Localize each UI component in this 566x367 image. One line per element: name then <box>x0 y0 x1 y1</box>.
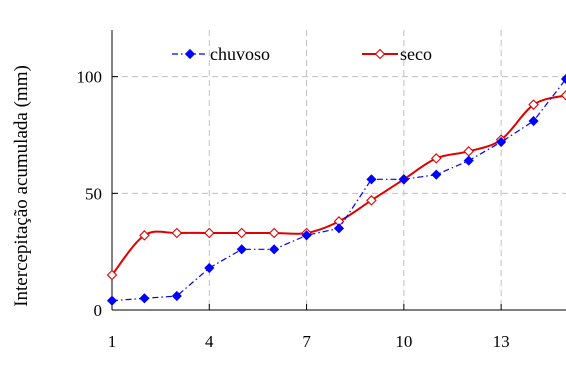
legend-marker-chuvoso <box>184 48 196 60</box>
point-seco-1 <box>139 230 150 241</box>
point-seco-4 <box>236 227 247 239</box>
x-tick-label-2: 7 <box>302 332 311 351</box>
point-chuvoso-9 <box>398 174 409 185</box>
x-tick-label-4: 13 <box>493 332 510 351</box>
point-chuvoso-1 <box>139 293 150 304</box>
series-line-seco <box>111 94 566 276</box>
point-chuvoso-8 <box>366 174 377 185</box>
series-seco <box>106 90 566 281</box>
point-seco-14 <box>560 90 566 101</box>
y-tick-label-0: 0 <box>94 301 103 320</box>
point-seco-0 <box>106 269 118 281</box>
point-chuvoso-3 <box>204 262 215 274</box>
y-axis-title: Intercepitação acumulada (mm) <box>11 65 32 307</box>
legend-label-chuvoso: chuvoso <box>210 44 270 64</box>
x-tick-label-0: 1 <box>108 332 117 351</box>
legend-item-chuvoso: chuvoso <box>172 44 270 64</box>
point-seco-10 <box>431 153 442 164</box>
point-chuvoso-5 <box>269 244 280 255</box>
legend: chuvoso seco <box>172 44 432 64</box>
point-chuvoso-6 <box>301 230 312 241</box>
point-chuvoso-10 <box>431 169 442 180</box>
legend-marker-seco <box>374 48 386 60</box>
point-chuvoso-14 <box>560 73 566 85</box>
axes-layer <box>111 30 566 311</box>
point-seco-2 <box>171 227 183 239</box>
x-tick-label-3: 10 <box>395 332 412 351</box>
grid-layer <box>112 30 566 310</box>
point-seco-5 <box>268 227 280 239</box>
point-chuvoso-0 <box>106 295 118 306</box>
point-seco-3 <box>204 227 215 239</box>
point-chuvoso-7 <box>333 223 345 234</box>
legend-item-seco: seco <box>362 44 432 64</box>
series-layer <box>106 73 566 306</box>
point-chuvoso-2 <box>171 290 182 302</box>
point-seco-13 <box>528 99 539 110</box>
point-chuvoso-11 <box>463 155 474 166</box>
legend-label-seco: seco <box>400 44 432 64</box>
series-chuvoso <box>106 73 566 306</box>
y-tick-label-2: 100 <box>77 68 103 87</box>
series-line-chuvoso <box>111 78 566 302</box>
point-chuvoso-4 <box>236 244 247 255</box>
point-seco-8 <box>366 195 377 206</box>
point-chuvoso-12 <box>496 136 507 148</box>
point-seco-11 <box>463 146 474 157</box>
x-tick-label-1: 4 <box>205 332 214 351</box>
y-tick-label-1: 50 <box>85 184 102 203</box>
point-chuvoso-13 <box>528 115 539 127</box>
ticks-layer: 1 4 7 10 13 0 50 100 <box>77 68 510 351</box>
